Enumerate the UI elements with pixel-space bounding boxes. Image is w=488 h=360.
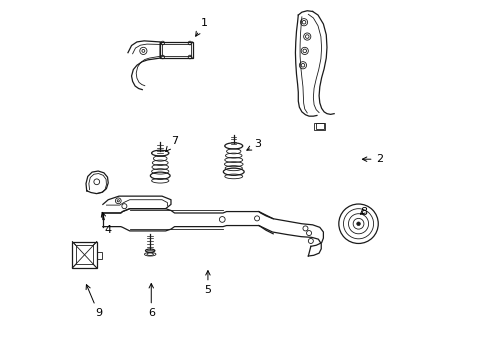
Text: 2: 2: [362, 154, 383, 164]
Text: 9: 9: [86, 285, 102, 318]
Text: 5: 5: [204, 271, 211, 296]
Text: 3: 3: [246, 139, 261, 150]
Text: 1: 1: [195, 18, 207, 36]
Text: 4: 4: [101, 212, 111, 235]
Text: 7: 7: [165, 136, 178, 151]
Text: 8: 8: [359, 207, 366, 217]
Circle shape: [356, 222, 360, 226]
Text: 6: 6: [147, 284, 154, 318]
